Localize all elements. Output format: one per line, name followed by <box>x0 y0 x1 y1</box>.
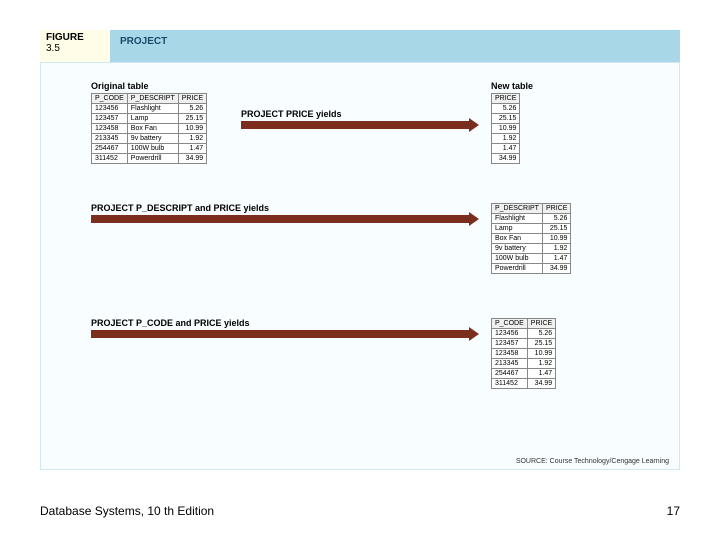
arrow-3-label: PROJECT P_CODE and PRICE yields <box>91 318 471 328</box>
table-row: 34.99 <box>492 154 520 164</box>
original-table-label: Original table <box>91 81 207 91</box>
table-row: 12345810.99 <box>492 349 556 359</box>
table-row: 9v battery1.92 <box>492 244 571 254</box>
table-row: 2544671.47 <box>492 369 556 379</box>
table-row: 31145234.99 <box>492 379 556 389</box>
table-row: 254467100W bulb1.47 <box>92 144 207 154</box>
new-table-label-block: New table <box>491 81 533 93</box>
col-header: PRICE <box>542 204 570 214</box>
arrow-1-block: PROJECT PRICE yields <box>241 109 471 129</box>
arrow-3 <box>91 330 471 338</box>
table-row: 1.92 <box>492 134 520 144</box>
figure-header: FIGURE 3.5 PROJECT <box>40 30 680 62</box>
result2-table: P_DESCRIPT PRICE Flashlight5.26 Lamp25.1… <box>491 203 571 274</box>
table-row: 123456Flashlight5.26 <box>92 104 207 114</box>
result3-block: P_CODE PRICE 1234565.26 12345725.15 1234… <box>491 318 556 389</box>
table-row: Powerdrill34.99 <box>492 264 571 274</box>
result1-table: PRICE 5.26 25.15 10.99 1.92 1.47 34.99 <box>491 93 520 164</box>
table-row: 311452Powerdrill34.99 <box>92 154 207 164</box>
new-table-label: New table <box>491 81 533 91</box>
col-header: PRICE <box>527 319 555 329</box>
figure-word: FIGURE <box>46 32 103 43</box>
table-header-row: P_CODE P_DESCRIPT PRICE <box>92 94 207 104</box>
table-row: 123457Lamp25.15 <box>92 114 207 124</box>
table-row: 10.99 <box>492 124 520 134</box>
table-row: 2133459v battery1.92 <box>92 134 207 144</box>
table-row: 1234565.26 <box>492 329 556 339</box>
arrow-1 <box>241 121 471 129</box>
col-header: P_DESCRIPT <box>127 94 178 104</box>
table-row: 2133451.92 <box>492 359 556 369</box>
col-header: PRICE <box>178 94 206 104</box>
figure-number: 3.5 <box>46 43 103 54</box>
table-header-row: P_CODE PRICE <box>492 319 556 329</box>
table-row: Box Fan10.99 <box>492 234 571 244</box>
col-header: P_CODE <box>92 94 128 104</box>
arrow-2-label: PROJECT P_DESCRIPT and PRICE yields <box>91 203 471 213</box>
footer-page-number: 17 <box>667 504 680 518</box>
col-header: PRICE <box>492 94 520 104</box>
table-row: Lamp25.15 <box>492 224 571 234</box>
table-header-row: PRICE <box>492 94 520 104</box>
result2-block: P_DESCRIPT PRICE Flashlight5.26 Lamp25.1… <box>491 203 571 274</box>
col-header: P_DESCRIPT <box>492 204 543 214</box>
table-row: 100W bulb1.47 <box>492 254 571 264</box>
table-header-row: P_DESCRIPT PRICE <box>492 204 571 214</box>
table-row: 5.26 <box>492 104 520 114</box>
footer-text-left: Database Systems, 10 th Edition <box>40 504 214 518</box>
arrow-2 <box>91 215 471 223</box>
arrow-3-block: PROJECT P_CODE and PRICE yields <box>91 318 471 338</box>
arrow-1-label: PROJECT PRICE yields <box>241 109 471 119</box>
figure-label: FIGURE 3.5 <box>40 30 110 62</box>
arrow-2-block: PROJECT P_DESCRIPT and PRICE yields <box>91 203 471 223</box>
source-note: SOURCE: Course Technology/Cengage Learni… <box>516 458 669 465</box>
figure-body: Original table P_CODE P_DESCRIPT PRICE 1… <box>40 62 680 470</box>
result1-block: PRICE 5.26 25.15 10.99 1.92 1.47 34.99 <box>491 93 520 164</box>
figure-container: FIGURE 3.5 PROJECT Original table P_CODE… <box>40 30 680 470</box>
figure-title: PROJECT <box>110 30 680 62</box>
original-table: P_CODE P_DESCRIPT PRICE 123456Flashlight… <box>91 93 207 164</box>
table-row: 1.47 <box>492 144 520 154</box>
original-table-block: Original table P_CODE P_DESCRIPT PRICE 1… <box>91 81 207 164</box>
table-row: Flashlight5.26 <box>492 214 571 224</box>
table-row: 12345725.15 <box>492 339 556 349</box>
col-header: P_CODE <box>492 319 528 329</box>
table-row: 123458Box Fan10.99 <box>92 124 207 134</box>
table-row: 25.15 <box>492 114 520 124</box>
result3-table: P_CODE PRICE 1234565.26 12345725.15 1234… <box>491 318 556 389</box>
